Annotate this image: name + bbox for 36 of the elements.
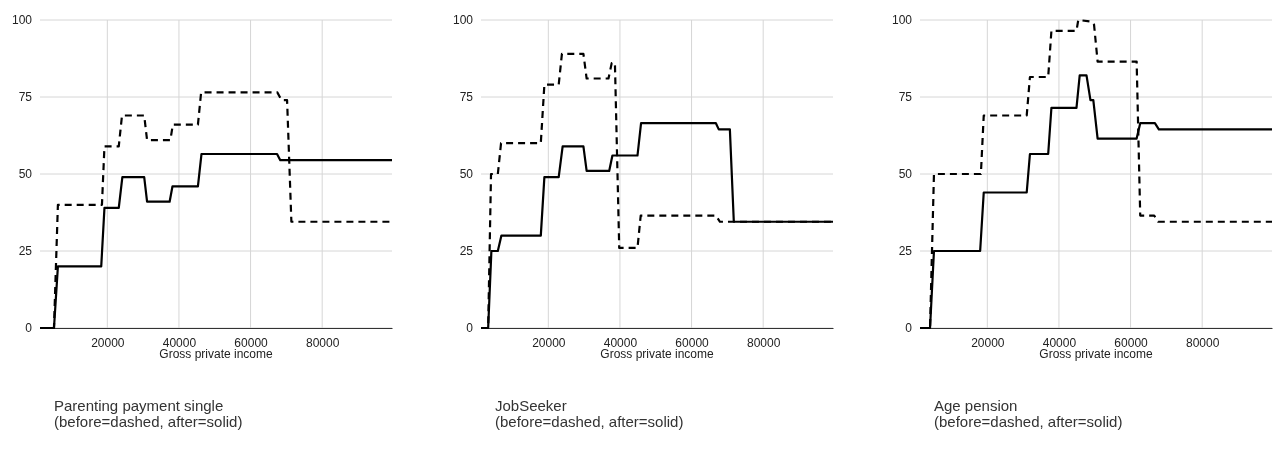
y-tick-label: 0	[25, 321, 33, 336]
x-tick-label: 80000	[1185, 335, 1220, 350]
y-tick-label: 50	[898, 167, 913, 182]
x-tick-label: 40000	[1042, 335, 1077, 350]
text: (before=dashed, after=solid)	[495, 413, 684, 430]
y-tick-label: 100	[891, 13, 913, 28]
y-tick-label: 0	[466, 321, 474, 336]
y-tick-label: 75	[459, 90, 474, 105]
x-tick-label: 60000	[675, 335, 710, 350]
text: (before=dashed, after=solid)	[54, 413, 243, 430]
x-tick-label: 20000	[971, 335, 1005, 350]
x-tick-label: 40000	[162, 335, 197, 350]
x-tick-label: 80000	[305, 335, 340, 350]
y-tick-label: 50	[459, 167, 474, 182]
x-tick-label: 60000	[1114, 335, 1149, 350]
y-tick-label: 50	[18, 167, 33, 182]
text: Parenting payment single	[54, 397, 224, 414]
y-tick-label: 100	[11, 13, 33, 28]
x-tick-label: 20000	[532, 335, 566, 350]
text: Age pension	[934, 397, 1018, 414]
x-tick-label: 40000	[603, 335, 638, 350]
x-tick-label: 60000	[234, 335, 269, 350]
x-tick-label: 80000	[746, 335, 781, 350]
y-tick-label: 25	[459, 244, 474, 259]
y-tick-label: 100	[452, 13, 474, 28]
text: JobSeeker	[495, 397, 567, 414]
x-tick-label: 20000	[91, 335, 125, 350]
text: (before=dashed, after=solid)	[934, 413, 1123, 430]
y-tick-label: 25	[898, 244, 913, 259]
x-axis-title: Gross private income	[1039, 347, 1154, 361]
y-tick-label: 0	[905, 321, 913, 336]
y-tick-label: 75	[898, 90, 913, 105]
x-axis-title: Gross private income	[600, 347, 715, 361]
y-tick-label: 25	[18, 244, 33, 259]
x-axis-title: Gross private income	[159, 347, 274, 361]
y-tick-label: 75	[18, 90, 33, 105]
